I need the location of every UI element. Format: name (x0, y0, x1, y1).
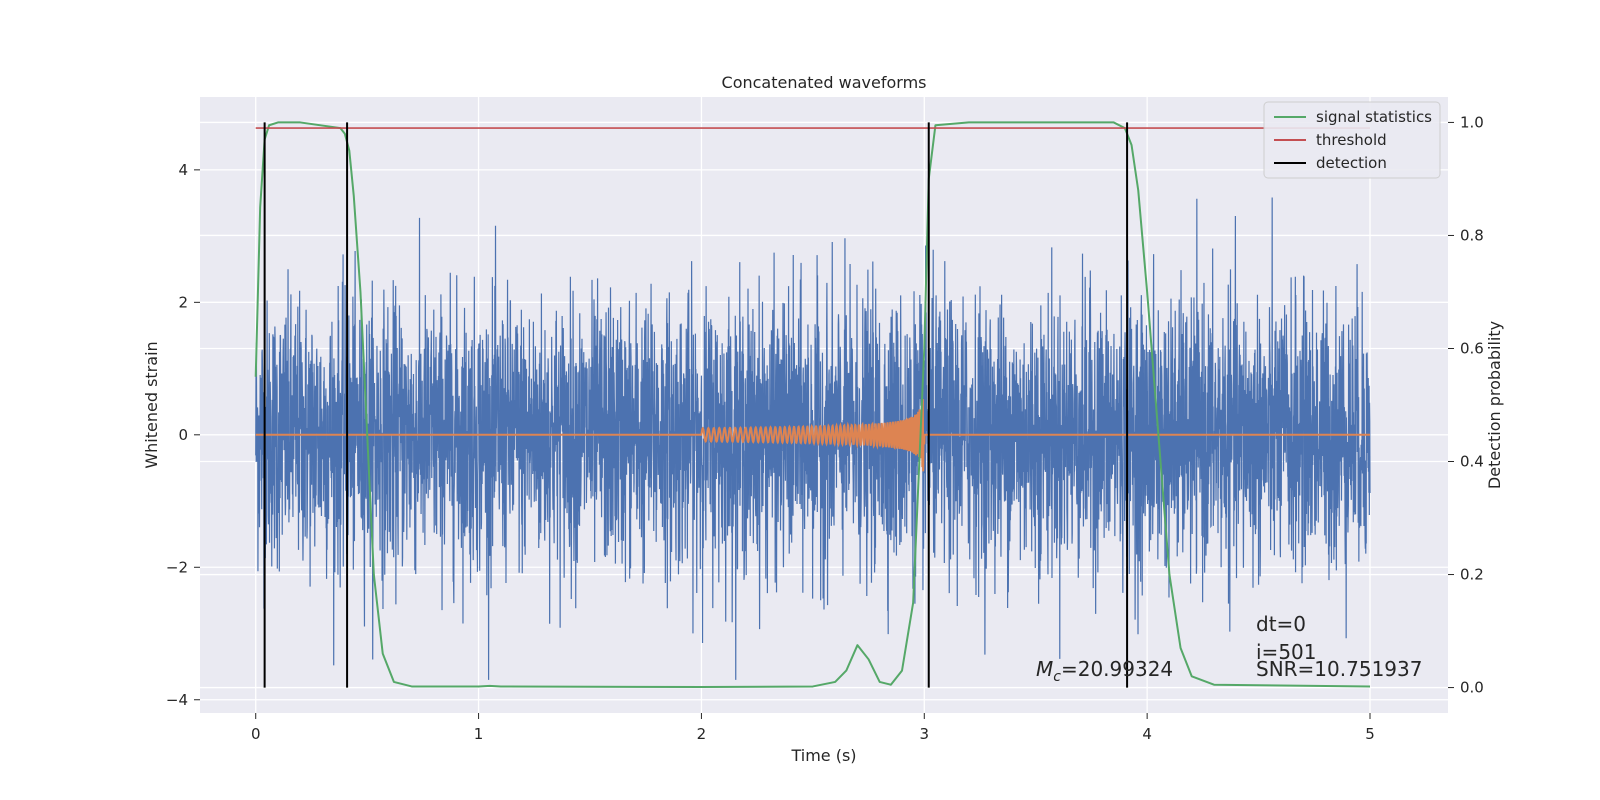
signal-statistics-series (254, 121, 1371, 688)
legend-label-detection: detection (1316, 154, 1387, 172)
annotation-chirp-mass: Mc=20.99324 (1036, 657, 1173, 685)
mc-value: =20.99324 (1061, 657, 1173, 681)
y2-tick-label: 1.0 (1460, 113, 1484, 131)
chart-title: Concatenated waveforms (722, 73, 927, 92)
y-tick-label: −2 (166, 558, 188, 576)
detection-series (263, 122, 1129, 688)
x-axis-label: Time (s) (790, 746, 856, 765)
y2-tick-label: 0.2 (1460, 566, 1484, 584)
x-axis-ticks: 0 1 2 3 4 5 (251, 713, 1375, 743)
y2-tick-label: 0.0 (1460, 679, 1484, 697)
y-axis-label: Whitened strain (142, 341, 161, 468)
signal-statistics-line (254, 121, 1371, 688)
legend-label-signal-statistics: signal statistics (1316, 108, 1432, 126)
annotation-snr: SNR=10.751937 (1256, 657, 1422, 681)
y-tick-label: −4 (166, 691, 188, 709)
right-axis-ticks: 0.0 0.2 0.4 0.6 0.8 1.0 (1448, 113, 1484, 697)
mc-subscript: c (1053, 669, 1061, 685)
y2-tick-label: 0.6 (1460, 339, 1484, 357)
legend-label-threshold: threshold (1316, 131, 1387, 149)
annotation-dt: dt=0 (1256, 612, 1306, 636)
x-tick-label: 2 (697, 725, 707, 743)
y-tick-label: 4 (178, 161, 188, 179)
x-tick-label: 3 (920, 725, 930, 743)
left-axis-ticks: −4 −2 0 2 4 (166, 161, 200, 709)
x-tick-label: 4 (1142, 725, 1152, 743)
y-tick-label: 0 (178, 426, 188, 444)
annotation-i: i=501 (1256, 640, 1317, 664)
template-series (255, 399, 1370, 472)
legend-box (1263, 101, 1441, 179)
mc-symbol: M (1036, 657, 1053, 681)
y-tick-label: 2 (178, 293, 188, 311)
template-line (255, 399, 1370, 472)
y2-tick-label: 0.4 (1460, 453, 1484, 471)
legend: signal statistics threshold detection (1263, 101, 1441, 179)
y2-axis-label: Detection probability (1485, 321, 1504, 489)
x-tick-label: 1 (474, 725, 484, 743)
x-tick-label: 0 (251, 725, 261, 743)
y2-tick-label: 0.8 (1460, 226, 1484, 244)
x-tick-label: 5 (1365, 725, 1375, 743)
